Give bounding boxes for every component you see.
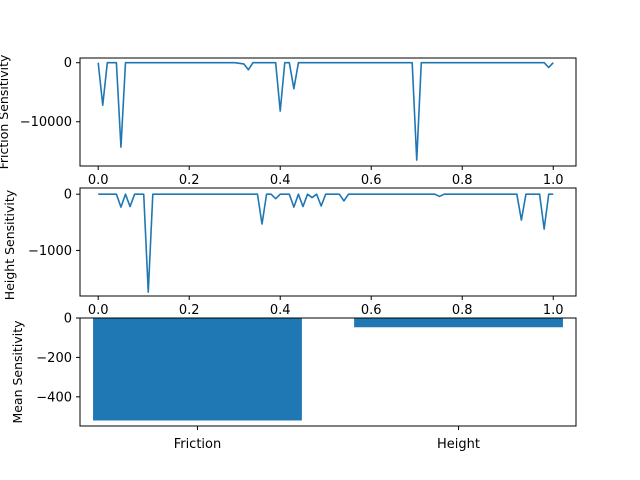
mean-bar-marks: [93, 318, 563, 421]
category-label-height: Height: [437, 437, 480, 452]
y-tick-label: −1000: [28, 244, 72, 259]
x-tick-label: 0.0: [88, 173, 109, 188]
y-tick-label: 0: [64, 312, 72, 327]
y-tick-label: −200: [36, 351, 72, 366]
mean-sensitivity-panel: Mean Sensitivity Friction Height 0 −200 −40…: [10, 312, 577, 452]
height-sensitivity-panel: Height Sensitivity 0.0 0.2 0.4 0.6 0.8 1.0 0 −…: [2, 187, 577, 318]
y-tick-label: −400: [36, 390, 72, 405]
y-tick-label: 0: [64, 56, 72, 71]
series-line-0-0: [97, 61, 554, 161]
bar-friction: [93, 318, 302, 421]
y-ticks-height: 0 −1000: [28, 188, 80, 259]
bar-height: [354, 318, 563, 328]
x-tick-label: 1.0: [543, 303, 564, 318]
x-tick-label: 0.0: [88, 303, 109, 318]
y-ticks-friction: 0 −10000: [20, 56, 80, 130]
y-axis-label-mean: Mean Sensitivity: [10, 320, 25, 424]
category-label-friction: Friction: [174, 437, 222, 452]
x-ticks-height: 0.0 0.2 0.4 0.6 0.8 1.0: [88, 296, 564, 318]
y-axis-label-friction: Friction Sensitivity: [0, 54, 11, 169]
y-tick-label: 0: [64, 188, 72, 203]
x-tick-label: 0.8: [452, 173, 473, 188]
axes-frame-height: [79, 187, 577, 297]
friction-sensitivity-panel: Friction Sensitivity 0.0 0.2 0.4 0.6 0.8 1.0 …: [0, 54, 577, 188]
x-tick-label: 0.4: [270, 303, 291, 318]
x-tick-label: 0.8: [452, 303, 473, 318]
x-ticks-mean: Friction Height: [174, 426, 480, 452]
y-axis-label-height: Height Sensitivity: [2, 189, 17, 300]
x-tick-label: 1.0: [543, 173, 564, 188]
y-ticks-mean: 0 −200 −400: [36, 312, 80, 405]
y-tick-label: −10000: [20, 115, 72, 130]
axes-frame-mean: [79, 317, 577, 427]
height-line-marks: [98, 193, 554, 293]
x-tick-label: 0.6: [361, 173, 382, 188]
x-tick-label: 0.2: [179, 173, 200, 188]
x-ticks-friction: 0.0 0.2 0.4 0.6 0.8 1.0: [88, 166, 564, 188]
axes-frame-friction: [79, 57, 577, 167]
x-tick-label: 0.4: [270, 173, 291, 188]
series-line-1-0: [98, 193, 554, 293]
friction-line-marks: [97, 61, 554, 161]
x-tick-label: 0.6: [361, 303, 382, 318]
x-tick-label: 0.2: [179, 303, 200, 318]
